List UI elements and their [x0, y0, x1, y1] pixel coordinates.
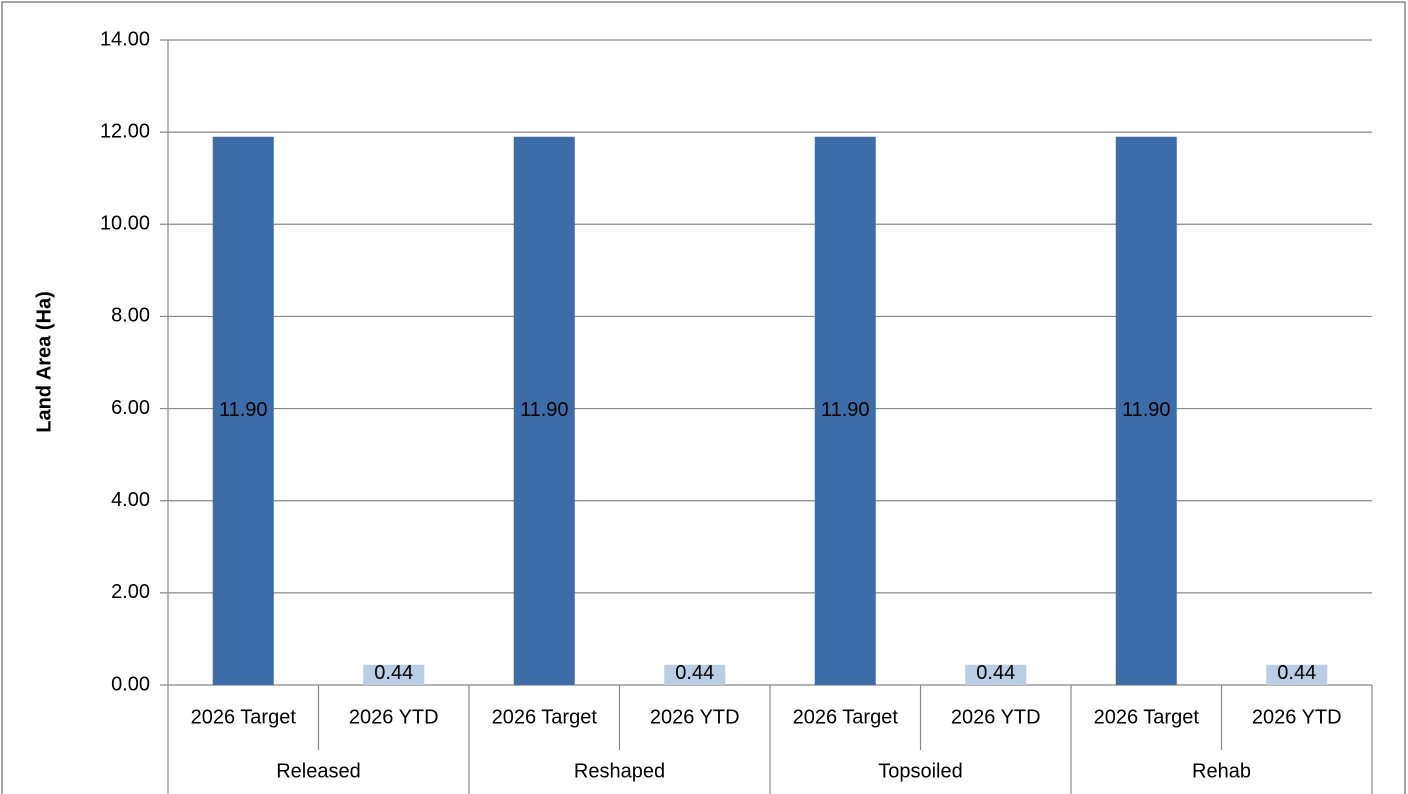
y-tick-label: 0.00 — [111, 673, 150, 695]
x-tick-label: 2026 YTD — [951, 706, 1041, 728]
y-tick-label: 4.00 — [111, 489, 150, 511]
bar — [1115, 136, 1177, 685]
x-tick-label: 2026 Target — [492, 706, 598, 728]
data-label: 11.90 — [520, 399, 569, 421]
y-tick-label: 2.00 — [111, 581, 150, 603]
group-label: Released — [276, 760, 361, 782]
data-label: 0.44 — [1277, 662, 1316, 684]
y-tick-label: 12.00 — [100, 120, 150, 142]
bar — [212, 136, 274, 685]
bar — [1266, 664, 1328, 685]
x-tick-label: 2026 Target — [1094, 706, 1200, 728]
x-tick-label: 2026 YTD — [1252, 706, 1342, 728]
data-label: 11.90 — [1122, 399, 1171, 421]
x-tick-label: 2026 YTD — [650, 706, 740, 728]
y-axis-label: Land Area (Ha) — [33, 291, 55, 433]
group-label: Rehab — [1192, 760, 1251, 782]
bar — [513, 136, 575, 685]
data-label: 0.44 — [976, 662, 1015, 684]
x-tick-label: 2026 Target — [191, 706, 297, 728]
x-tick-label: 2026 Target — [793, 706, 899, 728]
y-tick-label: 10.00 — [100, 213, 150, 235]
y-tick-label: 6.00 — [111, 397, 150, 419]
y-tick-label: 14.00 — [100, 28, 150, 50]
y-tick-label: 8.00 — [111, 305, 150, 327]
group-label: Topsoiled — [878, 760, 963, 782]
bar — [363, 664, 425, 685]
group-label: Reshaped — [574, 760, 665, 782]
data-label: 0.44 — [675, 662, 714, 684]
data-label: 11.90 — [219, 399, 268, 421]
data-label: 11.90 — [821, 399, 870, 421]
bar — [965, 664, 1027, 685]
data-label: 0.44 — [374, 662, 413, 684]
bar — [664, 664, 726, 685]
x-tick-label: 2026 YTD — [349, 706, 439, 728]
bar — [814, 136, 876, 685]
